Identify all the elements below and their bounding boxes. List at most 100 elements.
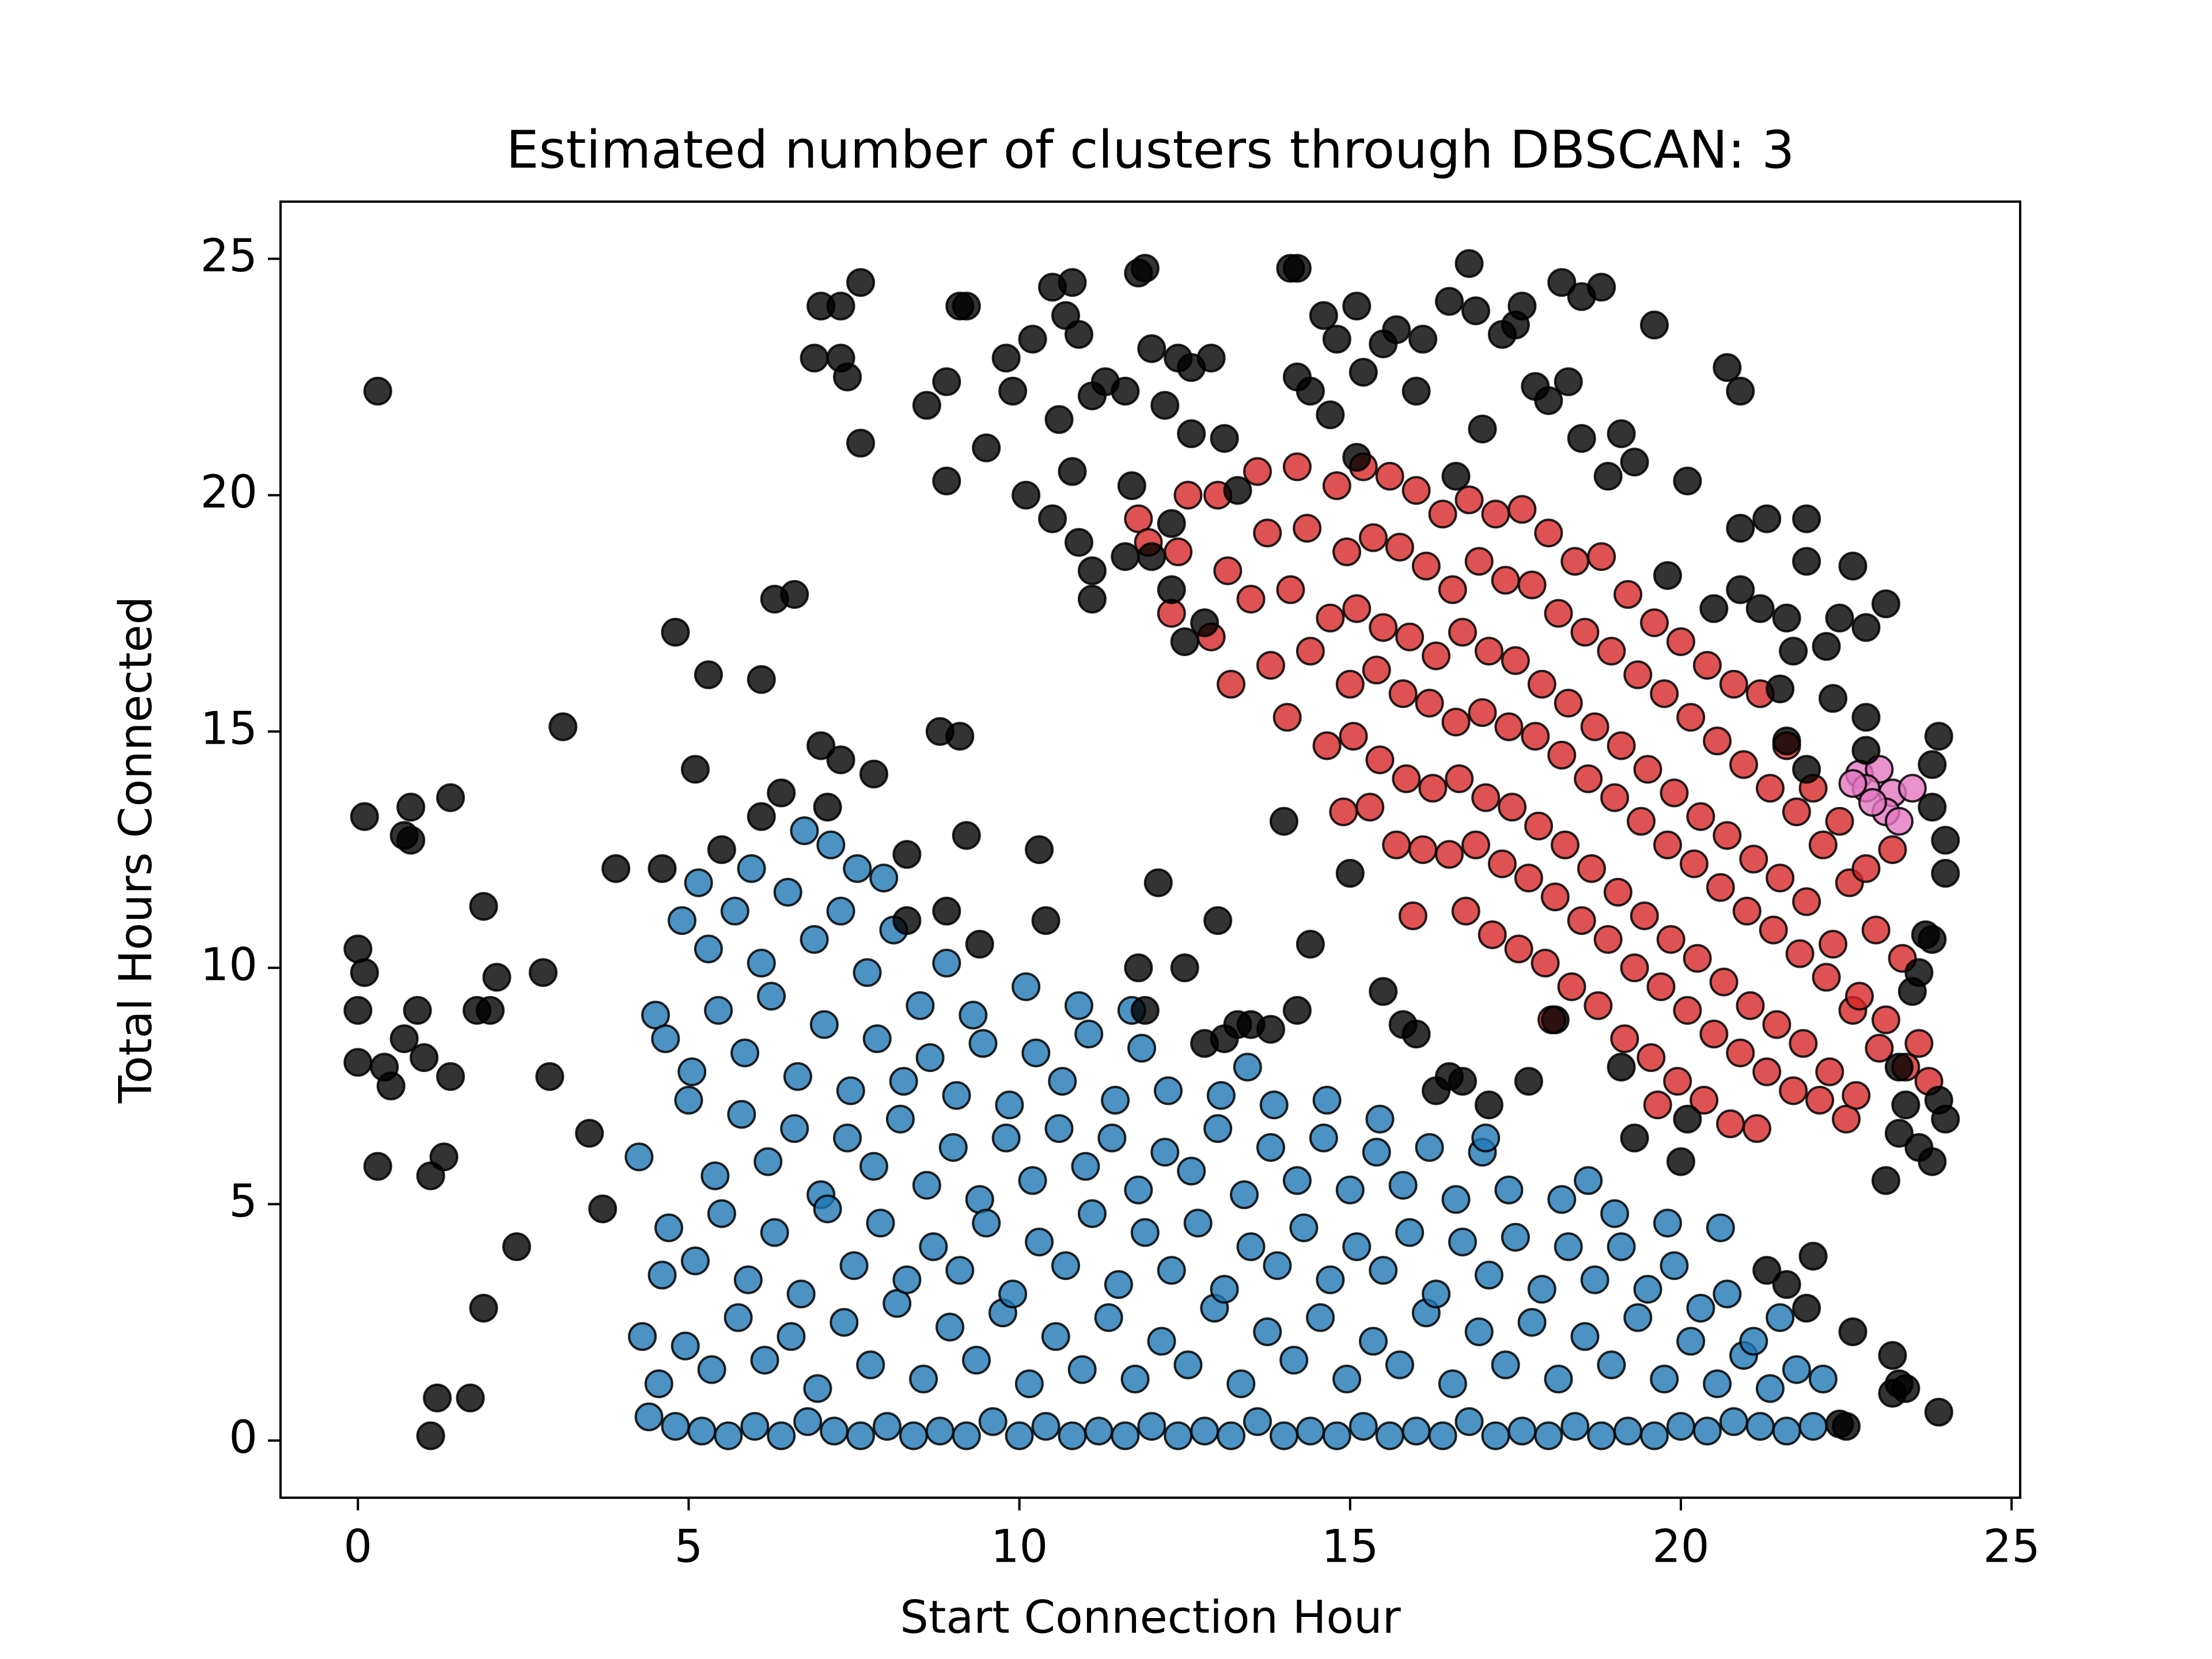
scatter-point <box>1766 1303 1795 1332</box>
scatter-point <box>1884 1119 1914 1148</box>
scatter-point <box>1871 589 1900 619</box>
scatter-point <box>1766 675 1795 704</box>
scatter-point <box>915 1043 945 1073</box>
scatter-point <box>1435 840 1464 869</box>
scatter-point <box>1878 1378 1907 1408</box>
scatter-point <box>476 995 505 1025</box>
scatter-point <box>1031 1412 1060 1441</box>
scatter-point <box>995 1090 1024 1120</box>
scatter-point <box>1703 1369 1732 1399</box>
scatter-point <box>909 1365 938 1394</box>
scatter-point <box>1358 1327 1388 1356</box>
scatter-point <box>1388 1171 1418 1200</box>
scatter-point <box>1183 1209 1213 1238</box>
scatter-point <box>410 1043 439 1073</box>
scatter-point <box>1438 1369 1467 1399</box>
scatter-point <box>1051 1251 1081 1281</box>
scatter-point <box>1130 1218 1160 1247</box>
scatter-point <box>1210 424 1239 453</box>
scatter-point <box>1540 882 1570 912</box>
scatter-point <box>1117 471 1146 501</box>
scatter-point <box>1471 783 1501 812</box>
scatter-point <box>1514 1067 1543 1096</box>
scatter-point <box>1825 603 1854 632</box>
scatter-point <box>872 1412 902 1441</box>
scatter-point <box>1792 1293 1821 1323</box>
scatter-point <box>1296 377 1325 406</box>
scatter-point <box>1329 797 1358 827</box>
scatter-point <box>1838 551 1868 581</box>
scatter-point <box>1243 1407 1272 1436</box>
scatter-point <box>1474 1260 1503 1290</box>
scatter-point <box>1666 627 1695 656</box>
scatter-point <box>1256 650 1285 680</box>
scatter-point <box>1865 1033 1894 1063</box>
scatter-point <box>1213 556 1243 585</box>
scatter-point <box>1111 1421 1140 1450</box>
scatter-point <box>1527 669 1556 699</box>
scatter-point <box>1349 1412 1378 1441</box>
scatter-point <box>1289 1213 1319 1243</box>
scatter-point <box>1104 1270 1133 1299</box>
scatter-point <box>859 759 889 789</box>
scatter-point <box>724 1303 753 1332</box>
scatter-point <box>853 958 882 987</box>
scatter-point <box>1719 669 1748 699</box>
scatter-point <box>1580 712 1609 741</box>
scatter-point <box>1745 594 1775 623</box>
scatter-point <box>1924 722 1953 751</box>
scatter-point <box>1342 291 1372 321</box>
scatter-point <box>1560 1412 1590 1441</box>
scatter-point <box>1514 863 1543 893</box>
scatter-point <box>813 1194 842 1224</box>
scatter-point <box>1474 637 1503 666</box>
scatter-point <box>1673 1104 1702 1134</box>
scatter-point <box>1878 1341 1907 1370</box>
scatter-point <box>1580 1265 1609 1294</box>
scatter-point <box>1402 1020 1431 1049</box>
scatter-point <box>1884 1052 1914 1082</box>
scatter-point <box>1451 896 1480 926</box>
scatter-point <box>528 958 558 987</box>
scatter-point <box>932 367 961 396</box>
scatter-point <box>1358 523 1388 552</box>
scatter-point <box>1355 793 1385 822</box>
scatter-point <box>1762 1010 1791 1039</box>
scatter-point <box>1547 268 1577 297</box>
scatter-point <box>1620 953 1649 983</box>
scatter-point <box>1282 253 1312 283</box>
scatter-point <box>1316 603 1345 632</box>
scatter-point <box>932 948 961 978</box>
scatter-point <box>1157 575 1186 604</box>
scatter-point <box>1798 1412 1828 1441</box>
scatter-point <box>1623 660 1653 690</box>
scatter-point <box>1554 367 1583 396</box>
scatter-point <box>747 665 776 694</box>
scatter-point <box>429 1142 459 1172</box>
scatter-point <box>1464 547 1494 576</box>
scatter-point <box>1124 953 1153 983</box>
scatter-point <box>1613 579 1643 609</box>
scatter-point <box>846 268 876 297</box>
x-tick-label: 10 <box>991 1521 1048 1573</box>
scatter-point <box>1808 1365 1838 1394</box>
scatter-point <box>363 377 392 406</box>
scatter-point <box>1388 679 1418 709</box>
scatter-point <box>1312 731 1342 760</box>
scatter-point <box>1369 613 1398 642</box>
scatter-point <box>601 854 631 883</box>
scatter-point <box>1838 769 1868 798</box>
scatter-point <box>727 1100 756 1129</box>
scatter-point <box>1673 995 1702 1025</box>
scatter-point <box>1792 504 1821 533</box>
scatter-point <box>700 1161 730 1191</box>
scatter-point <box>1101 1085 1130 1115</box>
scatter-point <box>1755 774 1785 803</box>
scatter-point <box>671 1331 700 1361</box>
scatter-point <box>1322 471 1351 501</box>
scatter-point <box>846 1421 876 1450</box>
scatter-point <box>767 1421 796 1450</box>
scatter-point <box>1471 1123 1501 1153</box>
scatter-point <box>945 722 975 751</box>
scatter-point <box>800 343 829 373</box>
